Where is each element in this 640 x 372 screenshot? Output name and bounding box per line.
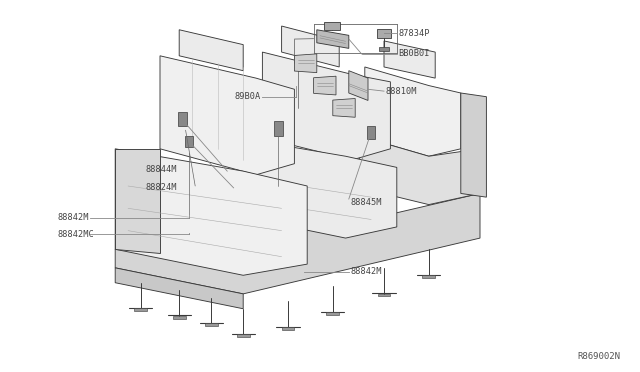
Polygon shape: [160, 56, 294, 175]
Polygon shape: [349, 71, 368, 100]
Polygon shape: [378, 294, 390, 296]
Text: 88845M: 88845M: [351, 198, 382, 207]
Polygon shape: [179, 30, 243, 71]
Polygon shape: [274, 121, 283, 136]
Polygon shape: [177, 112, 187, 126]
Polygon shape: [317, 30, 349, 48]
Text: 88842M: 88842M: [351, 267, 382, 276]
Polygon shape: [352, 138, 480, 205]
Polygon shape: [237, 138, 397, 238]
Polygon shape: [282, 327, 294, 330]
Polygon shape: [422, 275, 435, 278]
Polygon shape: [324, 22, 339, 30]
Polygon shape: [333, 99, 355, 117]
Polygon shape: [461, 93, 486, 197]
Polygon shape: [115, 149, 160, 253]
Polygon shape: [384, 41, 435, 78]
Polygon shape: [377, 29, 391, 38]
Polygon shape: [185, 136, 193, 147]
Text: 88810M: 88810M: [386, 87, 417, 96]
Text: 88842M: 88842M: [58, 213, 89, 222]
Polygon shape: [367, 126, 375, 139]
Text: 87834P: 87834P: [399, 29, 430, 38]
Polygon shape: [115, 268, 243, 309]
Polygon shape: [134, 308, 147, 311]
Text: 89B0A: 89B0A: [235, 92, 261, 101]
Text: R869002N: R869002N: [578, 352, 621, 361]
Polygon shape: [282, 26, 339, 67]
Text: 88824M: 88824M: [146, 183, 177, 192]
Polygon shape: [326, 312, 339, 315]
Polygon shape: [365, 67, 461, 156]
Polygon shape: [379, 47, 389, 51]
Polygon shape: [294, 54, 317, 73]
Polygon shape: [115, 193, 480, 294]
Text: 88844M: 88844M: [146, 165, 177, 174]
Polygon shape: [115, 149, 307, 275]
Polygon shape: [173, 316, 186, 319]
Polygon shape: [205, 323, 218, 326]
Text: BB0B0I: BB0B0I: [399, 49, 430, 58]
Polygon shape: [237, 334, 250, 337]
Polygon shape: [262, 52, 390, 160]
Polygon shape: [314, 76, 336, 95]
Text: 88842MC: 88842MC: [58, 230, 94, 239]
